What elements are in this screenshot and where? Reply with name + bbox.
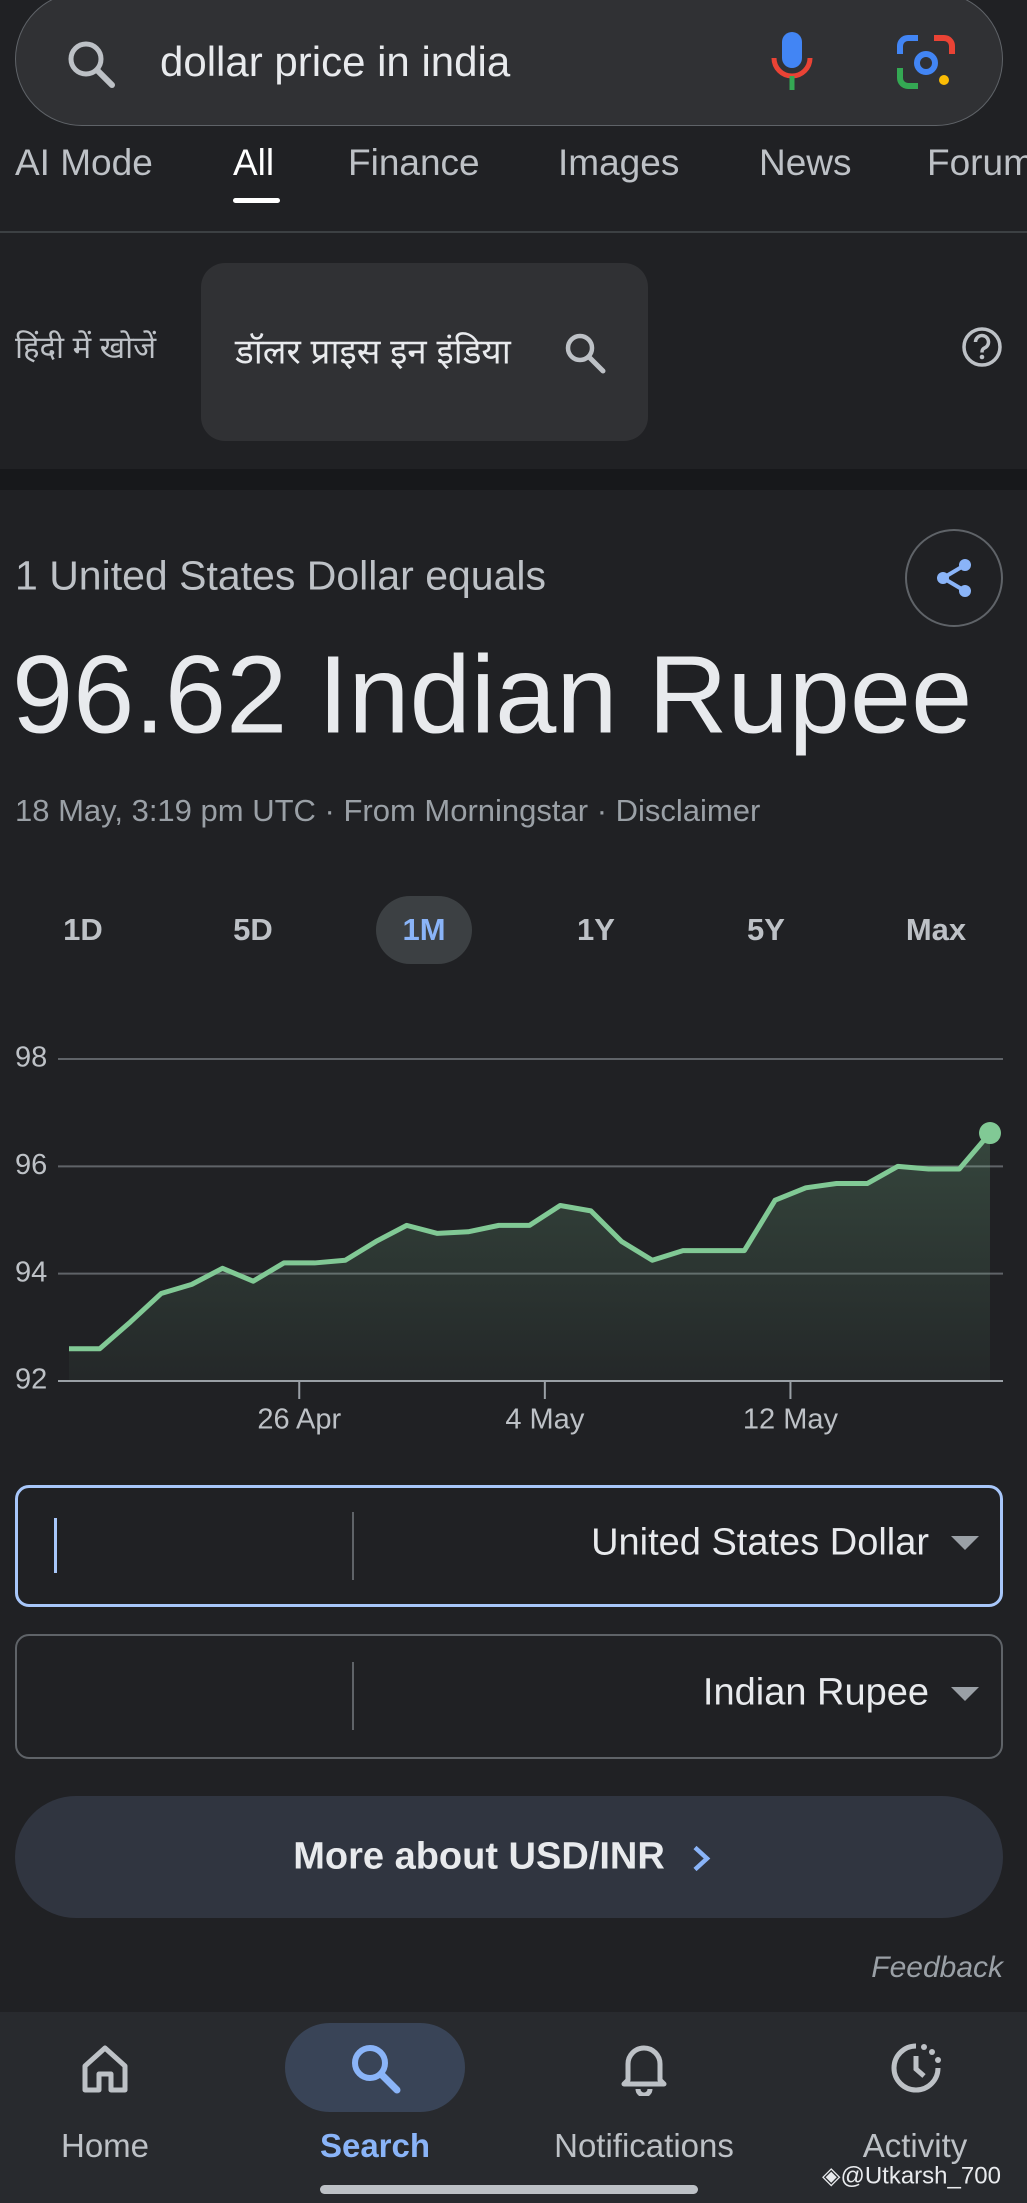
hindi-query[interactable]: डॉलर प्राइस इन इंडिया xyxy=(235,332,511,372)
tab[interactable]: Finance xyxy=(348,142,480,183)
text-cursor xyxy=(54,1518,57,1573)
from-input[interactable] xyxy=(15,1485,1003,1607)
more-text[interactable]: More about USD/INR xyxy=(293,1835,665,1878)
search-bar[interactable] xyxy=(15,0,1003,126)
help-icon[interactable] xyxy=(960,325,1004,369)
feedback-link[interactable]: Feedback xyxy=(871,1951,1003,1984)
nav-active-pill xyxy=(285,2023,465,2112)
search-query[interactable]: dollar price in india xyxy=(160,38,511,85)
tab[interactable]: News xyxy=(759,142,852,183)
exchange-chart: 92 94 96 98 26 Apr 4 May 12 May xyxy=(15,1042,1003,1436)
range-button[interactable]: 5D xyxy=(233,912,273,947)
nav-label[interactable]: Home xyxy=(60,2127,150,2164)
range-button[interactable]: 1M xyxy=(402,912,446,947)
range-button[interactable]: 1D xyxy=(63,912,103,947)
watermark-text: @Utkarsh_700 xyxy=(840,2162,1001,2190)
tab[interactable]: Images xyxy=(558,142,680,183)
nav-label[interactable]: Activity xyxy=(862,2127,968,2164)
nav-label[interactable]: Search xyxy=(319,2127,431,2164)
to-currency[interactable]: Indian Rupee xyxy=(702,1671,929,1714)
range-button[interactable]: Max xyxy=(905,912,967,947)
y-tick-label: 92 xyxy=(15,1364,47,1396)
range-button[interactable]: 1Y xyxy=(577,912,615,947)
section-separator xyxy=(0,469,1027,490)
y-tick-label: 98 xyxy=(15,1042,47,1074)
y-tick-label: 96 xyxy=(15,1149,47,1181)
activity-icon[interactable] xyxy=(888,2040,944,2096)
nav-label[interactable]: Notifications xyxy=(554,2127,734,2164)
to-input[interactable] xyxy=(15,1634,1003,1759)
input-divider xyxy=(352,1662,354,1730)
last-point xyxy=(979,1122,1001,1145)
dropdown-caret[interactable] xyxy=(951,1687,979,1703)
x-tick-label: 26 Apr xyxy=(257,1404,341,1436)
x-tick-label: 12 May xyxy=(743,1404,839,1436)
range-pill xyxy=(376,896,472,964)
search-icon xyxy=(68,41,115,88)
bell-icon[interactable] xyxy=(618,2040,670,2096)
input-divider xyxy=(352,1512,354,1580)
bottom-nav xyxy=(0,2012,1027,2203)
tab[interactable]: AI Mode xyxy=(15,142,153,183)
tab-underline xyxy=(233,198,280,203)
share-button[interactable] xyxy=(904,528,1004,628)
from-currency[interactable]: United States Dollar xyxy=(591,1521,929,1564)
home-icon[interactable] xyxy=(79,2042,131,2094)
more-button[interactable] xyxy=(15,1796,1003,1918)
price-line xyxy=(69,1131,992,1352)
source-line: 18 May, 3:19 pm UTC · From Morningstar ·… xyxy=(15,793,761,828)
x-tick-label: 4 May xyxy=(505,1404,584,1436)
hindi-label: हिंदी में खोजें xyxy=(15,330,157,365)
watermark: ◈@Utkarsh_700 xyxy=(822,2162,1001,2190)
tab[interactable]: Forum xyxy=(927,142,1027,183)
conversion-result: 96.62 Indian Rupee xyxy=(12,633,973,757)
home-indicator xyxy=(320,2185,698,2194)
mic-icon[interactable] xyxy=(768,30,816,94)
dropdown-caret[interactable] xyxy=(951,1536,979,1552)
y-tick-label: 94 xyxy=(15,1256,47,1288)
line-area xyxy=(69,1133,990,1381)
chevron-icon xyxy=(693,1845,711,1872)
more-label[interactable]: More about USD/INR xyxy=(15,1836,1003,1879)
search-nav-icon[interactable] xyxy=(349,2042,401,2094)
converter-heading: 1 United States Dollar equals xyxy=(15,552,547,599)
tab[interactable]: All xyxy=(233,142,275,183)
divider xyxy=(0,231,1027,233)
lens-icon[interactable] xyxy=(896,34,956,90)
hindi-chip[interactable] xyxy=(201,263,648,441)
range-button[interactable]: 5Y xyxy=(747,912,785,947)
hindi-search-icon xyxy=(565,333,606,374)
